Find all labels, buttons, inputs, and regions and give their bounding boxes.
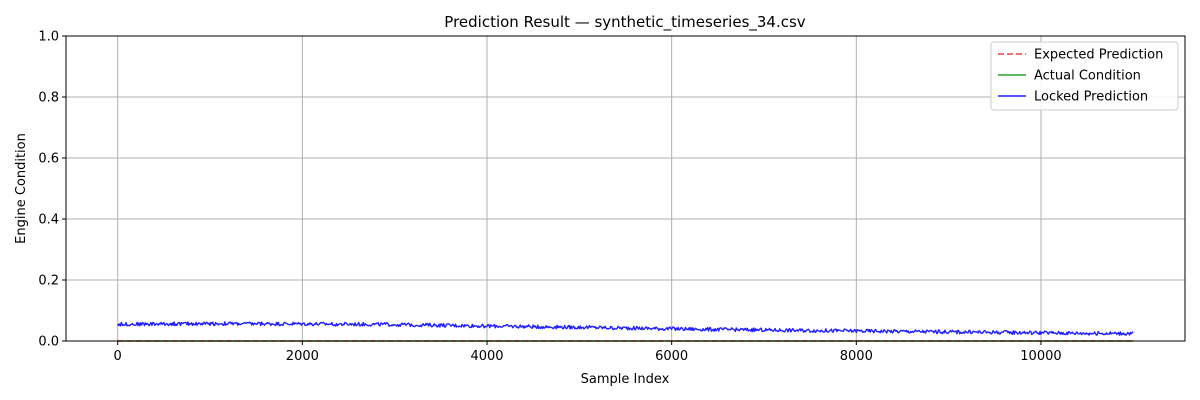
y-tick-label: 1.0	[38, 30, 59, 45]
y-tick-label: 0.4	[38, 213, 59, 228]
x-tick-label: 8000	[840, 349, 873, 364]
y-tick-label: 0.2	[38, 274, 59, 289]
legend-label: Actual Condition	[1034, 69, 1141, 84]
legend: Expected Prediction Actual Condition Locke…	[990, 41, 1179, 111]
x-tick-label: 2000	[286, 349, 319, 364]
x-tick-label: 6000	[655, 349, 688, 364]
x-axis-label: Sample Index	[581, 372, 670, 387]
x-tick-label: 0	[114, 349, 122, 364]
series-line-locked-prediction	[117, 321, 1134, 336]
plot-frame	[65, 35, 1186, 342]
x-tick-label: 10000	[1020, 349, 1061, 364]
axis-ticks: 0 2000 4000 6000 8000 10000 0.0 0.2 0.4 0.6 0.8 1.0	[38, 30, 1061, 365]
chart-title: Prediction Result — synthetic_timeseries…	[444, 13, 806, 32]
y-tick-label: 0.6	[38, 152, 59, 167]
legend-box	[990, 41, 1179, 111]
y-tick-label: 0.0	[38, 335, 59, 350]
y-axis-label: Engine Condition	[14, 133, 29, 244]
x-tick-label: 4000	[470, 349, 503, 364]
legend-label: Expected Prediction	[1034, 48, 1163, 63]
y-tick-label: 0.8	[38, 91, 59, 106]
legend-label: Locked Prediction	[1034, 90, 1148, 105]
